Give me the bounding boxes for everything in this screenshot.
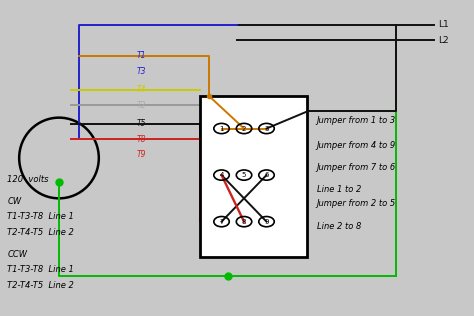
Text: T1-T3-T8  Line 1: T1-T3-T8 Line 1	[8, 265, 74, 274]
Text: Jumper from 4 to 9: Jumper from 4 to 9	[317, 141, 396, 150]
Text: T4: T4	[137, 85, 146, 94]
Text: T2: T2	[137, 101, 146, 110]
Text: 3: 3	[264, 125, 269, 131]
Text: 8: 8	[242, 219, 246, 225]
Text: 120  volts: 120 volts	[8, 175, 49, 184]
Text: T2-T4-T5  Line 2: T2-T4-T5 Line 2	[8, 228, 74, 237]
Text: T1-T3-T8  Line 1: T1-T3-T8 Line 1	[8, 212, 74, 222]
Text: 4: 4	[219, 172, 224, 178]
Text: 2: 2	[242, 125, 246, 131]
Text: 7: 7	[219, 219, 224, 225]
Text: 9: 9	[264, 219, 269, 225]
Text: Line 1 to 2: Line 1 to 2	[317, 185, 361, 193]
Text: Jumper from 1 to 3: Jumper from 1 to 3	[317, 116, 396, 125]
Text: L2: L2	[438, 35, 449, 45]
Text: Jumper from 7 to 6: Jumper from 7 to 6	[317, 163, 396, 172]
Bar	[200, 96, 307, 257]
Text: 5: 5	[242, 172, 246, 178]
Text: L1: L1	[438, 20, 449, 29]
Text: T2-T4-T5  Line 2: T2-T4-T5 Line 2	[8, 281, 74, 290]
Text: T3: T3	[137, 67, 146, 76]
Text: CW: CW	[8, 197, 22, 206]
Text: T8: T8	[137, 135, 146, 144]
Text: 1: 1	[219, 125, 224, 131]
Text: T9: T9	[137, 150, 146, 159]
Text: Line 2 to 8: Line 2 to 8	[317, 222, 361, 231]
Text: T1: T1	[137, 51, 146, 60]
Text: Jumper from 2 to 5: Jumper from 2 to 5	[317, 198, 396, 208]
Text: CCW: CCW	[8, 250, 27, 259]
Text: T5: T5	[137, 119, 146, 128]
Text: 6: 6	[264, 172, 269, 178]
